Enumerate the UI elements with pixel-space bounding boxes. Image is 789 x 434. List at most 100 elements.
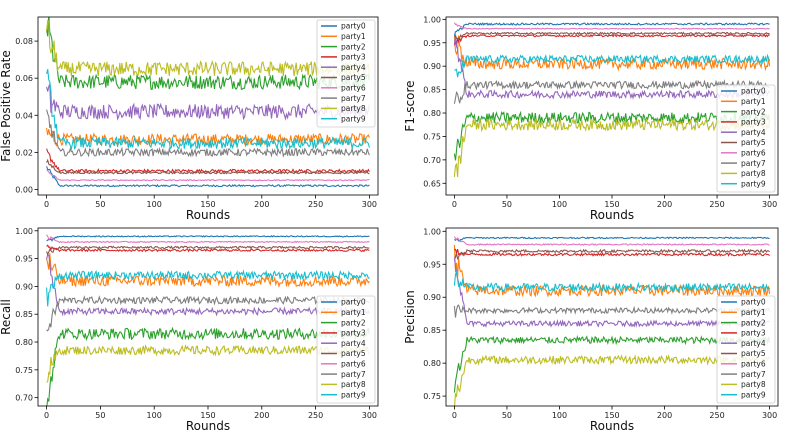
series-line-party9 — [46, 269, 370, 307]
legend-label-party9: party9 — [741, 390, 766, 399]
legend-label-party5: party5 — [741, 349, 766, 358]
legend-label-party4: party4 — [341, 63, 366, 72]
y-axis-label: False Positive Rate — [0, 50, 13, 162]
legend-label-party8: party8 — [741, 169, 766, 178]
series-line-party6 — [453, 22, 770, 30]
x-tick-label: 250 — [308, 411, 323, 420]
legend-label-party2: party2 — [341, 318, 366, 327]
x-tick-label: 50 — [95, 411, 105, 420]
legend-label-party6: party6 — [341, 84, 366, 93]
legend-label-party1: party1 — [741, 308, 766, 317]
x-tick-label: 50 — [95, 200, 105, 209]
series-group — [46, 17, 370, 188]
series-line-party4 — [46, 83, 370, 121]
legend-label-party2: party2 — [741, 318, 766, 327]
x-tick-label: 0 — [44, 200, 49, 209]
series-line-party5 — [46, 245, 370, 256]
legend-label-party5: party5 — [741, 138, 766, 147]
legend-label-party7: party7 — [341, 94, 366, 103]
series-line-party3 — [454, 248, 770, 257]
series-line-party1 — [453, 34, 771, 72]
x-tick-label: 100 — [552, 200, 567, 209]
y-tick-label: 0.85 — [423, 326, 441, 335]
series-line-party9 — [46, 69, 370, 151]
legend-label-party0: party0 — [741, 87, 766, 96]
x-tick-label: 150 — [200, 200, 215, 209]
y-tick-label: 0.85 — [15, 310, 33, 319]
y-tick-label: 0.90 — [423, 62, 441, 71]
series-line-party2 — [46, 17, 370, 91]
x-tick-label: 250 — [709, 200, 724, 209]
series-line-party7 — [46, 109, 370, 158]
legend-label-party5: party5 — [341, 73, 366, 82]
legend-label-party1: party1 — [341, 308, 366, 317]
legend-label-party6: party6 — [341, 360, 366, 369]
y-tick-label: 0.06 — [15, 74, 33, 83]
x-axis-label: Rounds — [590, 419, 634, 433]
y-tick-label: 0.95 — [423, 39, 441, 48]
y-axis-label: Recall — [0, 299, 13, 335]
series-line-party6 — [453, 236, 770, 246]
y-tick-label: 0.75 — [15, 366, 33, 375]
series-line-party6 — [46, 169, 370, 182]
y-tick-label: 1.00 — [15, 227, 33, 236]
legend-label-party3: party3 — [341, 329, 366, 338]
series-line-party5 — [46, 158, 370, 175]
y-tick-label: 0.70 — [15, 394, 33, 403]
x-tick-label: 150 — [200, 411, 215, 420]
x-tick-label: 250 — [308, 200, 323, 209]
series-line-party8 — [46, 344, 370, 383]
series-line-party2 — [46, 326, 370, 406]
legend-label-party0: party0 — [741, 298, 766, 307]
x-tick-label: 250 — [709, 411, 724, 420]
x-tick-label: 50 — [502, 200, 512, 209]
legend-label-party8: party8 — [741, 380, 766, 389]
legend-label-party9: party9 — [341, 114, 366, 123]
legend-label-party4: party4 — [341, 339, 366, 348]
x-tick-label: 300 — [362, 411, 377, 420]
y-tick-label: 0.95 — [423, 260, 441, 269]
x-tick-label: 200 — [254, 200, 269, 209]
x-tick-label: 100 — [147, 411, 162, 420]
legend-label-party0: party0 — [341, 298, 366, 307]
legend-label-party1: party1 — [741, 97, 766, 106]
legend-label-party7: party7 — [741, 159, 766, 168]
y-tick-label: 0.85 — [423, 86, 441, 95]
y-tick-label: 0.00 — [15, 185, 33, 194]
series-line-party7 — [46, 295, 370, 332]
series-line-party5 — [454, 31, 770, 40]
legend-label-party3: party3 — [741, 329, 766, 338]
x-axis-label: Rounds — [590, 208, 634, 222]
y-axis-label: Precision — [403, 290, 417, 344]
y-tick-label: 0.75 — [423, 132, 441, 141]
chart-top-left: 0 50 100 150 200 250 300 0.00 0.02 0.04 0.06 0.08 Ro… — [0, 16, 379, 222]
x-tick-label: 300 — [762, 411, 777, 420]
series-line-party9 — [454, 53, 771, 78]
series-line-party0 — [46, 166, 370, 188]
chart-bottom-right: 0 50 100 150 200 250 300 0.75 0.80 0.85 0.90 0.95 1.… — [403, 227, 779, 433]
legend-label-party7: party7 — [741, 370, 766, 379]
legend-label-party6: party6 — [741, 149, 766, 158]
series-line-party0 — [454, 236, 770, 242]
y-tick-label: 0.04 — [15, 111, 33, 120]
chart-bottom-left: 0 50 100 150 200 250 300 0.70 0.75 0.80 0.85 0.90 0.… — [0, 227, 379, 433]
x-tick-label: 100 — [147, 200, 162, 209]
legend-label-party4: party4 — [741, 339, 766, 348]
legend-label-party6: party6 — [741, 360, 766, 369]
y-tick-label: 0.75 — [423, 392, 441, 401]
legend-label-party9: party9 — [741, 179, 766, 188]
series-line-party8 — [46, 19, 370, 78]
series-group — [453, 236, 771, 406]
y-tick-label: 0.90 — [15, 282, 33, 291]
series-group — [46, 234, 370, 406]
y-tick-label: 0.90 — [423, 293, 441, 302]
series-line-party6 — [46, 234, 370, 244]
series-line-party1 — [46, 253, 370, 288]
legend-label-party7: party7 — [341, 370, 366, 379]
x-tick-label: 0 — [44, 411, 49, 420]
x-tick-label: 0 — [452, 411, 457, 420]
x-tick-label: 150 — [604, 411, 619, 420]
x-tick-label: 0 — [452, 200, 457, 209]
